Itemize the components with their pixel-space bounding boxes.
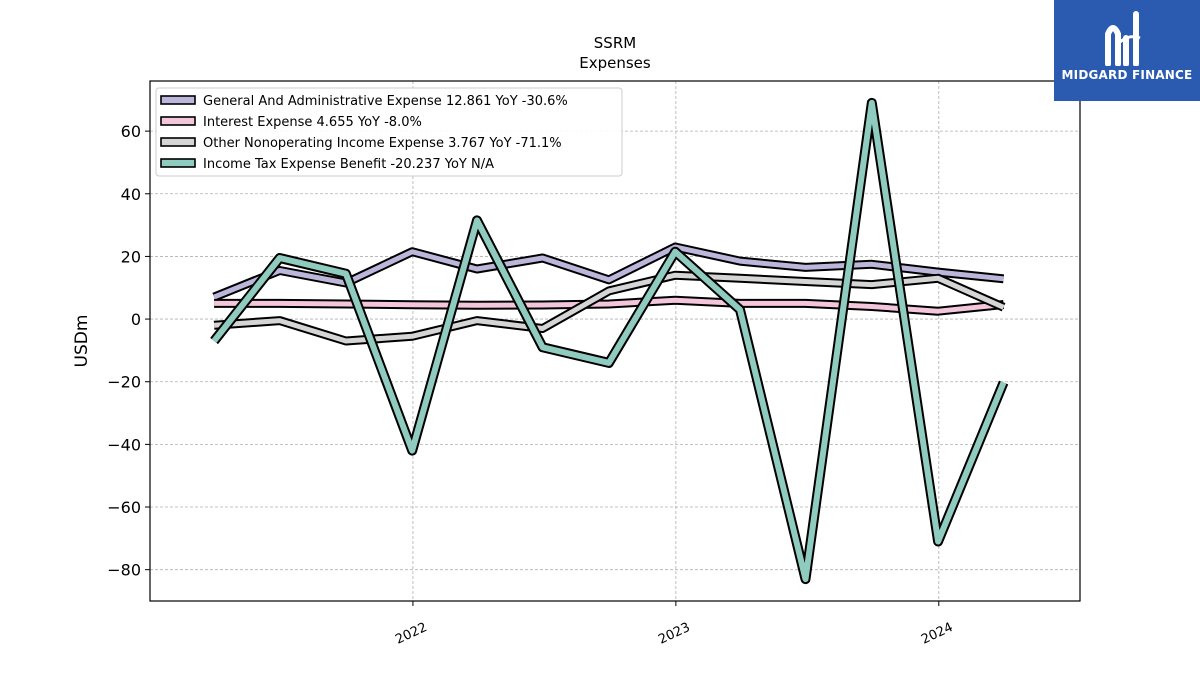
legend-swatch [160,137,196,147]
legend-label: Interest Expense 4.655 YoY -8.0% [203,115,422,130]
legend-swatch [160,158,196,168]
legend-swatch [160,116,196,126]
x-tick-label: 2024 [919,620,955,648]
chart-subtitle: Expenses [579,54,651,72]
legend-label: Other Nonoperating Income Expense 3.767 … [203,136,562,151]
series-stroke [211,99,1007,583]
y-axis-label: USDm [72,315,92,368]
legend-label: General And Administrative Expense 12.86… [203,94,568,109]
y-tick-label: −40 [107,435,141,454]
brand-name: MIDGARD FINANCE [1061,68,1193,82]
midgard-logo-icon [1105,11,1141,66]
plot-frame [149,80,1081,602]
y-axis: −80 −60 −40 −20 0 20 40 60 [107,122,150,580]
series-lines [210,97,1009,585]
y-tick-label: −80 [107,561,141,580]
x-axis: 2022 2023 2024 [393,601,955,648]
y-tick-label: 40 [121,185,141,204]
y-tick-label: −60 [107,498,141,517]
y-tick-label: 0 [131,310,141,329]
series-line [210,97,1009,585]
y-tick-label: 20 [121,247,141,266]
x-tick-label: 2022 [393,620,429,648]
series-stroke [214,297,1004,314]
chart-title: SSRM [594,34,636,52]
legend-label: Income Tax Expense Benefit -20.237 YoY N… [203,157,494,172]
series-stroke [213,272,1005,344]
brand-logo: MIDGARD FINANCE [1054,0,1200,101]
y-tick-label: −20 [107,373,141,392]
series-line [214,295,1005,316]
y-tick-label: 60 [121,122,141,141]
legend-box [155,87,623,177]
legend-swatch [160,95,196,105]
series-line [213,270,1006,346]
x-tick-label: 2023 [656,620,692,648]
legend: General And Administrative Expense 12.86… [155,87,623,177]
grid [150,81,1080,601]
